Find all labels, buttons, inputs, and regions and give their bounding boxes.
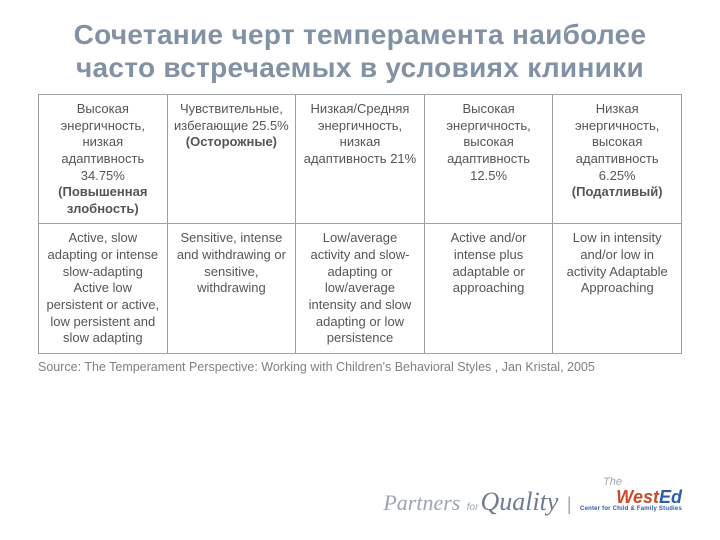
table-cell: Active and/or intense plus adaptable or … xyxy=(424,224,553,353)
logo-quality: Quality xyxy=(480,487,558,516)
footer-logo: The Partners forQuality | WestEd Center … xyxy=(383,477,682,515)
page-title: Сочетание черт темперамента наиболее час… xyxy=(38,18,682,84)
logo-for: for xyxy=(467,502,479,513)
cell-bold: (Повышенная злобность) xyxy=(45,184,161,217)
table-cell: Active, slow adapting or intense slow-ad… xyxy=(39,224,168,353)
table-cell: Low/average activity and slow-adapting o… xyxy=(296,224,425,353)
cell-text: Чувствительные, избегающие 25.5% xyxy=(174,101,289,133)
logo-west: West xyxy=(616,487,659,507)
logo-ed: Ed xyxy=(659,487,682,507)
logo-main-line: Partners forQuality | WestEd Center for … xyxy=(383,486,682,515)
table-cell: Низкая/Средняя энергичность, низкая адап… xyxy=(296,95,425,224)
table-row: Active, slow adapting or intense slow-ad… xyxy=(39,224,682,353)
slide: Сочетание черт темперамента наиболее час… xyxy=(0,0,720,540)
table-header-row: Высокая энергичность, низкая адаптивност… xyxy=(39,95,682,224)
logo-divider: | xyxy=(567,494,572,514)
table-cell: Sensitive, intense and withdrawing or se… xyxy=(167,224,296,353)
logo-partners: Partners xyxy=(383,490,460,515)
temperament-table: Высокая энергичность, низкая адаптивност… xyxy=(38,94,682,354)
cell-bold: (Податливый) xyxy=(559,184,675,201)
logo-subtitle: Center for Child & Family Studies xyxy=(580,506,682,512)
wested-logo: WestEd Center for Child & Family Studies xyxy=(580,488,682,512)
table-cell: Чувствительные, избегающие 25.5% (Осторо… xyxy=(167,95,296,224)
cell-text: Высокая энергичность, низкая адаптивност… xyxy=(61,101,145,183)
table-cell: Высокая энергичность, низкая адаптивност… xyxy=(39,95,168,224)
table-cell: Низкая энергичность, высокая адаптивност… xyxy=(553,95,682,224)
source-citation: Source: The Temperament Perspective: Wor… xyxy=(38,360,682,376)
cell-text: Высокая энергичность, высокая адаптивнос… xyxy=(446,101,530,183)
cell-text: Низкая энергичность, высокая адаптивност… xyxy=(575,101,659,183)
table-cell: Low in intensity and/or low in activity … xyxy=(553,224,682,353)
cell-bold: (Осторожные) xyxy=(174,134,290,151)
table-cell: Высокая энергичность, высокая адаптивнос… xyxy=(424,95,553,224)
cell-text: Низкая/Средняя энергичность, низкая адап… xyxy=(304,101,416,166)
